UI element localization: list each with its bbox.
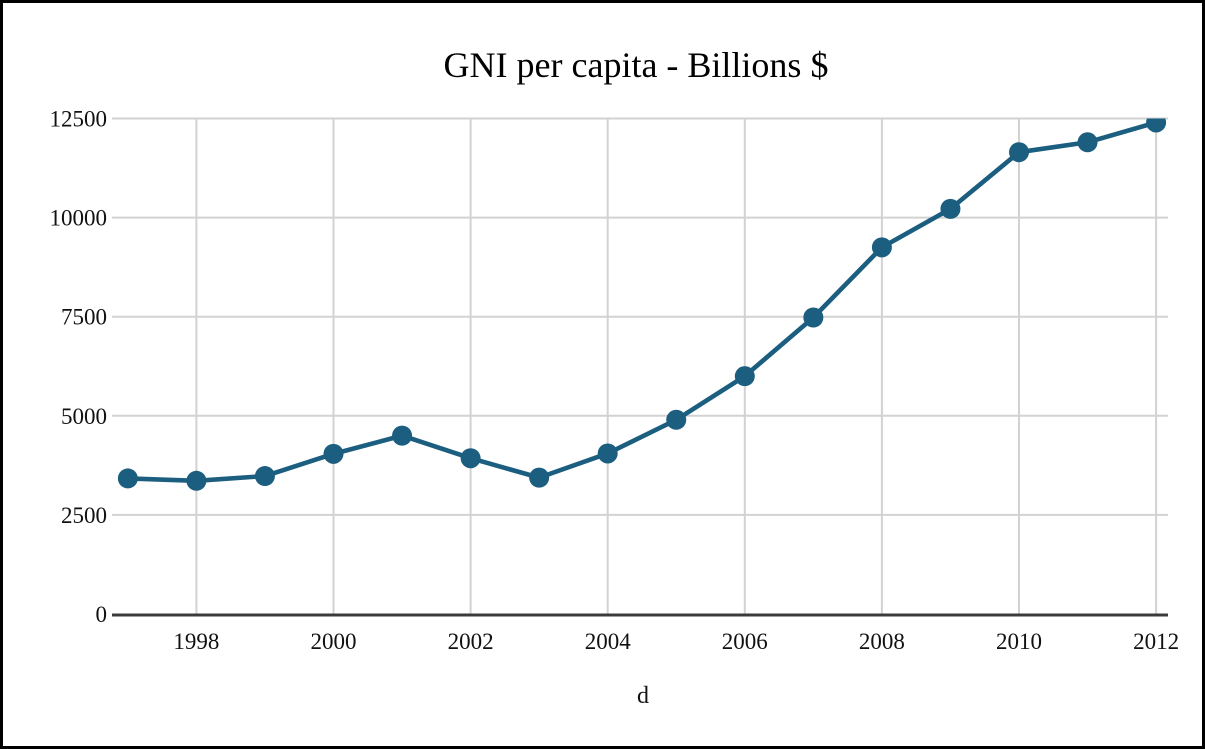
data-point-2012 bbox=[1146, 118, 1167, 133]
data-point-1998 bbox=[186, 470, 207, 491]
x-tick-label-2010: 2010 bbox=[996, 629, 1042, 654]
gni-series-line bbox=[125, 120, 1159, 484]
y-tick-label-5000: 5000 bbox=[61, 404, 107, 429]
x-axis-title: d bbox=[637, 683, 649, 709]
x-tick-label-2004: 2004 bbox=[585, 629, 632, 654]
data-point-2005 bbox=[666, 409, 687, 430]
y-tick-label-7500: 7500 bbox=[61, 305, 107, 330]
data-point-2009 bbox=[940, 198, 961, 219]
data-point-2002 bbox=[460, 448, 481, 469]
data-point-1999 bbox=[254, 466, 275, 487]
y-tick-label-10000: 10000 bbox=[50, 206, 108, 231]
data-point-1997 bbox=[117, 468, 138, 489]
chart-title: GNI per capita - Billions $ bbox=[444, 45, 829, 85]
x-tick-label-2002: 2002 bbox=[448, 629, 494, 654]
x-tick-label-2008: 2008 bbox=[859, 629, 905, 654]
data-point-2006 bbox=[734, 366, 755, 387]
y-tick-label-12500: 12500 bbox=[50, 107, 108, 132]
data-point-2011 bbox=[1077, 132, 1098, 153]
data-point-2003 bbox=[529, 467, 550, 488]
gridlines bbox=[112, 117, 1168, 614]
x-tick-label-2012: 2012 bbox=[1133, 629, 1179, 654]
gni-line-chart: 0 2500 5000 7500 10000 12500 1998 2000 2002 2004… bbox=[50, 45, 1180, 709]
data-point-2001 bbox=[392, 425, 413, 446]
x-tick-label-2006: 2006 bbox=[722, 629, 768, 654]
data-point-2010 bbox=[1009, 142, 1029, 163]
y-tick-label-2500: 2500 bbox=[61, 503, 107, 528]
data-point-2008 bbox=[871, 237, 892, 258]
y-tick-label-0: 0 bbox=[96, 602, 108, 627]
y-tick-labels: 0 2500 5000 7500 10000 12500 bbox=[50, 107, 108, 628]
data-series-layer bbox=[117, 118, 1167, 491]
data-point-2000 bbox=[323, 443, 344, 464]
data-point-2004 bbox=[597, 443, 618, 464]
x-tick-label-2000: 2000 bbox=[311, 629, 357, 654]
x-tick-label-1998: 1998 bbox=[173, 629, 219, 654]
data-point-2007 bbox=[803, 307, 824, 328]
x-tick-labels: 1998 2000 2002 2004 2006 2008 2010 2012 bbox=[173, 629, 1179, 654]
